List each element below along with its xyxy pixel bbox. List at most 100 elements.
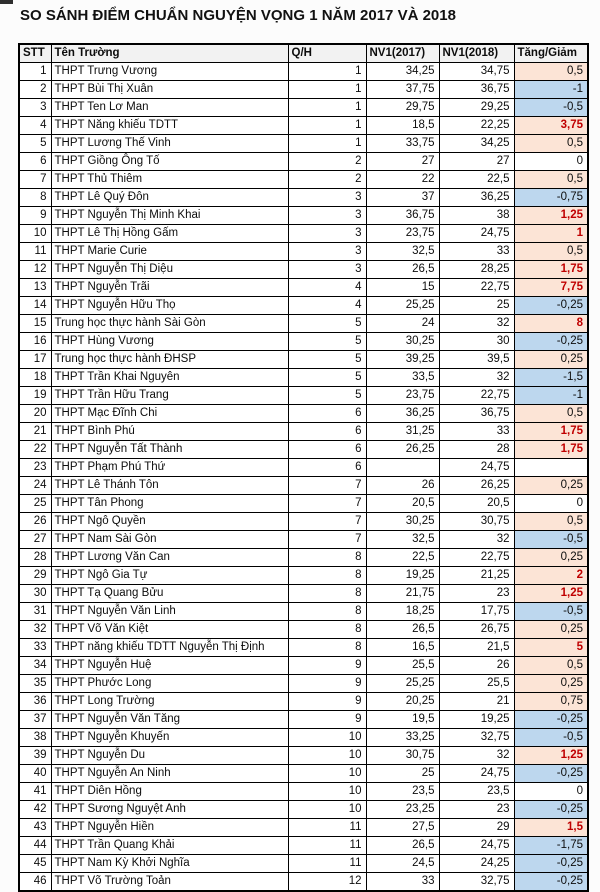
score-2017-cell: 29,75: [365, 98, 440, 117]
table-body: 1 THPT Trưng Vương 1 34,25 34,75 0,5 2 THPT Bùi…: [18, 62, 589, 892]
score-2018-cell: 33: [438, 422, 515, 441]
district-cell: 4: [287, 296, 367, 315]
score-2018-cell: 26,25: [438, 476, 515, 495]
score-comparison-table: STT Tên Trường Q/H NV1(2017) NV1(2018) T…: [18, 43, 589, 892]
header-change: Tăng/Giảm: [513, 43, 589, 63]
change-cell: -0,25: [513, 710, 589, 729]
district-cell: 7: [287, 530, 367, 549]
district-cell: 5: [287, 350, 367, 369]
score-2018-cell: 23: [438, 584, 515, 603]
table-row: 15 Trung học thực hành Sài Gòn 5 24 32 8: [18, 314, 589, 333]
score-2017-cell: 25,5: [365, 656, 440, 675]
change-cell: 0,25: [513, 350, 589, 369]
school-name-cell: THPT Lương Văn Can: [50, 548, 289, 567]
stt-cell: 35: [18, 674, 52, 693]
school-name-cell: THPT Nguyễn Huệ: [50, 656, 289, 675]
header-name: Tên Trường: [50, 43, 289, 63]
change-cell: 0,25: [513, 674, 589, 693]
district-cell: 1: [287, 80, 367, 99]
school-name-cell: THPT Lương Thế Vinh: [50, 134, 289, 153]
stt-cell: 46: [18, 872, 52, 892]
table-row: 44 THPT Trần Quang Khải 11 26,5 24,75 -1,75: [18, 836, 589, 855]
stt-cell: 24: [18, 476, 52, 495]
district-cell: 5: [287, 386, 367, 405]
district-cell: 2: [287, 170, 367, 189]
district-cell: 5: [287, 332, 367, 351]
score-2018-cell: 32: [438, 530, 515, 549]
stt-cell: 4: [18, 116, 52, 135]
district-cell: 10: [287, 800, 367, 819]
score-2018-cell: 32: [438, 746, 515, 765]
score-2017-cell: 32,5: [365, 242, 440, 261]
district-cell: 7: [287, 512, 367, 531]
change-cell: 0,25: [513, 548, 589, 567]
stt-cell: 39: [18, 746, 52, 765]
district-cell: 3: [287, 242, 367, 261]
score-2018-cell: 34,25: [438, 134, 515, 153]
score-2018-cell: 22,5: [438, 170, 515, 189]
score-2018-cell: 30: [438, 332, 515, 351]
table-row: 45 THPT Nam Kỳ Khởi Nghĩa 11 24,5 24,25 -0,25: [18, 854, 589, 873]
school-name-cell: THPT Trần Hữu Trang: [50, 386, 289, 405]
table-row: 34 THPT Nguyễn Huệ 9 25,5 26 0,5: [18, 656, 589, 675]
change-cell: 1,75: [513, 422, 589, 441]
score-2018-cell: 17,75: [438, 602, 515, 621]
school-name-cell: THPT Mạc Đĩnh Chi: [50, 404, 289, 423]
stt-cell: 32: [18, 620, 52, 639]
change-cell: 1,25: [513, 206, 589, 225]
score-2017-cell: 19,25: [365, 566, 440, 585]
district-cell: 8: [287, 620, 367, 639]
school-name-cell: THPT Nguyễn Tất Thành: [50, 440, 289, 459]
header-nv2018: NV1(2018): [438, 43, 515, 63]
change-cell: -1: [513, 386, 589, 405]
table-row: 22 THPT Nguyễn Tất Thành 6 26,25 28 1,75: [18, 440, 589, 459]
header-stt: STT: [18, 43, 52, 63]
school-name-cell: THPT Nguyễn Khuyến: [50, 728, 289, 747]
stt-cell: 19: [18, 386, 52, 405]
school-name-cell: THPT Nam Kỳ Khởi Nghĩa: [50, 854, 289, 873]
stt-cell: 31: [18, 602, 52, 621]
change-cell: -0,5: [513, 98, 589, 117]
table-row: 29 THPT Ngô Gia Tự 8 19,25 21,25 2: [18, 566, 589, 585]
district-cell: 11: [287, 854, 367, 873]
change-cell: 0,25: [513, 476, 589, 495]
school-name-cell: THPT Năng khiếu TDTT: [50, 116, 289, 135]
change-cell: -0,5: [513, 530, 589, 549]
score-2018-cell: 22,25: [438, 116, 515, 135]
school-name-cell: THPT Trần Khai Nguyên: [50, 368, 289, 387]
score-2018-cell: 33: [438, 242, 515, 261]
score-2018-cell: 24,25: [438, 854, 515, 873]
score-2017-cell: 36,25: [365, 404, 440, 423]
district-cell: 3: [287, 260, 367, 279]
score-2018-cell: 32,75: [438, 872, 515, 892]
score-2018-cell: 26: [438, 656, 515, 675]
table-row: 20 THPT Mạc Đĩnh Chi 6 36,25 36,75 0,5: [18, 404, 589, 423]
change-cell: 0: [513, 782, 589, 801]
score-2017-cell: 23,75: [365, 386, 440, 405]
district-cell: 10: [287, 782, 367, 801]
change-cell: 0,75: [513, 692, 589, 711]
school-name-cell: THPT Sương Nguyệt Anh: [50, 800, 289, 819]
district-cell: 8: [287, 566, 367, 585]
stt-cell: 34: [18, 656, 52, 675]
school-name-cell: THPT Võ Trường Toản: [50, 872, 289, 892]
score-2017-cell: 24: [365, 314, 440, 333]
table-row: 30 THPT Tạ Quang Bửu 8 21,75 23 1,25: [18, 584, 589, 603]
school-name-cell: THPT Tạ Quang Bửu: [50, 584, 289, 603]
score-2017-cell: 26,5: [365, 620, 440, 639]
score-2017-cell: 20,5: [365, 494, 440, 513]
stt-cell: 10: [18, 224, 52, 243]
district-cell: 10: [287, 728, 367, 747]
score-2018-cell: 38: [438, 206, 515, 225]
score-2018-cell: 36,25: [438, 188, 515, 207]
score-2017-cell: 25,25: [365, 674, 440, 693]
table-row: 13 THPT Nguyễn Trãi 4 15 22,75 7,75: [18, 278, 589, 297]
table-row: 38 THPT Nguyễn Khuyến 10 33,25 32,75 -0,5: [18, 728, 589, 747]
change-cell: -1,5: [513, 368, 589, 387]
table-row: 39 THPT Nguyễn Du 10 30,75 32 1,25: [18, 746, 589, 765]
school-name-cell: THPT Giồng Ông Tố: [50, 152, 289, 171]
score-2018-cell: 26,75: [438, 620, 515, 639]
school-name-cell: THPT Lê Thị Hồng Gấm: [50, 224, 289, 243]
school-name-cell: THPT Võ Văn Kiệt: [50, 620, 289, 639]
district-cell: 6: [287, 404, 367, 423]
